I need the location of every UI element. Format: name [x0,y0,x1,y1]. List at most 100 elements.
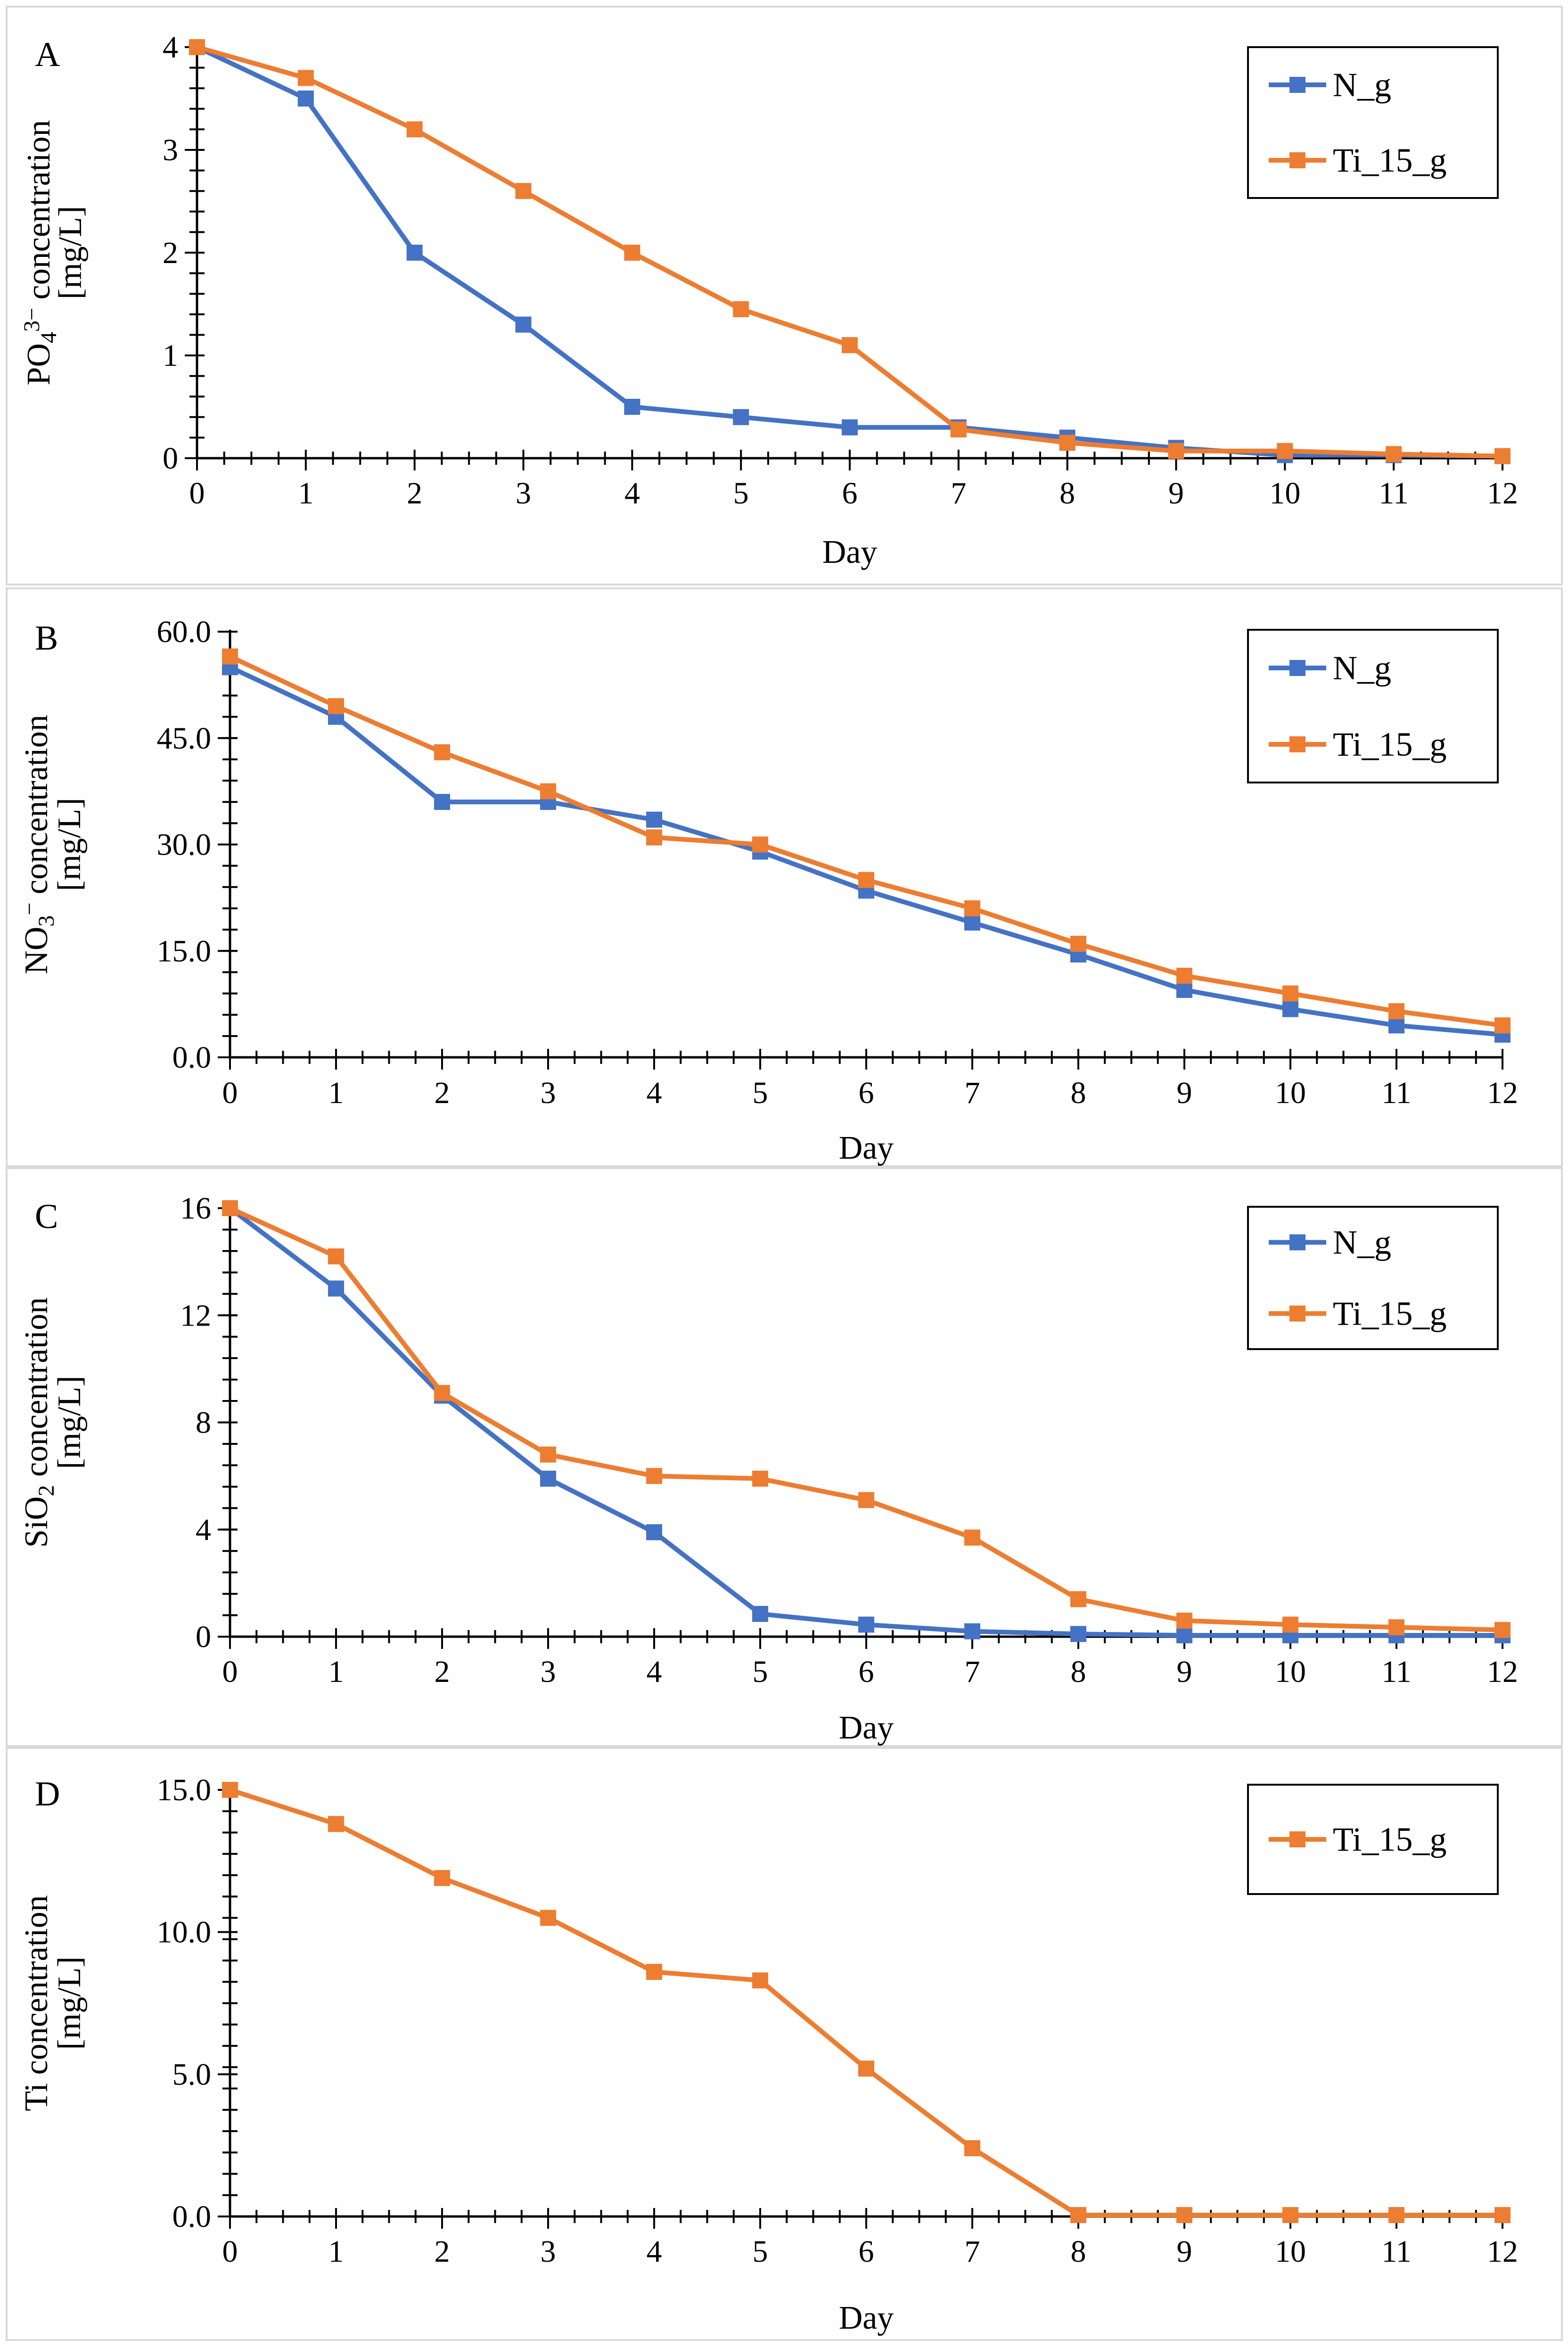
data-point [752,1470,768,1487]
y-tick-label: 0 [163,441,178,476]
data-point [1176,2207,1192,2223]
legend-swatch-marker [1289,1831,1305,1847]
x-tick-label: 1 [328,2234,344,2269]
x-tick-label: 3 [516,476,531,511]
legend-label: Ti_15_g [1333,141,1446,179]
x-tick-label: 12 [1487,1076,1518,1110]
legend-swatch-marker [1289,736,1305,752]
data-point [964,1529,980,1546]
data-point [1494,448,1511,464]
legend-swatch-marker [1289,77,1305,93]
data-point [297,91,314,107]
legend-swatch-marker [1289,1305,1305,1322]
x-tick-label: 5 [753,1655,768,1689]
data-point [1388,2207,1404,2223]
data-point [540,1470,556,1487]
data-point [434,794,450,810]
x-tick-label: 3 [541,2234,556,2269]
x-tick-label: 0 [222,1655,238,1689]
x-tick-label: 12 [1487,2234,1518,2269]
data-point [297,70,314,86]
data-point [733,301,749,317]
x-tick-label: 11 [1381,1655,1412,1689]
data-point [624,245,640,261]
x-axis-title: Day [839,1130,894,1166]
data-point [646,1964,662,1980]
x-tick-label: 2 [435,2234,450,2269]
data-point [646,829,662,846]
data-point [1386,446,1402,462]
y-axis-title: NO3− concentration [17,715,59,974]
y-tick-label: 4 [196,1513,211,1547]
data-point [1168,443,1184,459]
x-tick-label: 5 [753,2234,768,2269]
x-tick-label: 3 [541,1076,556,1110]
data-point [858,1616,874,1633]
y-tick-label: 2 [163,236,178,270]
legend: N_g Ti_15_g [1247,1206,1499,1350]
data-point [1388,1003,1404,1020]
panel-letter: D [35,1775,60,1813]
x-tick-label: 8 [1071,1076,1086,1110]
legend-label: N_g [1333,649,1391,687]
x-tick-label: 7 [965,1076,980,1110]
data-point [1388,1017,1404,1034]
x-tick-label: 0 [222,1076,238,1110]
data-point [328,698,344,715]
x-tick-label: 11 [1381,1076,1412,1110]
data-point [434,1870,450,1887]
x-tick-label: 11 [1379,476,1409,511]
y-axis-unit: [mg/L] [52,206,89,299]
data-point [1494,2207,1511,2223]
y-tick-label: 15.0 [157,934,212,968]
y-tick-label: 0.0 [172,1040,212,1075]
data-point [222,648,238,665]
data-point [1277,443,1293,459]
data-point [1070,2207,1086,2223]
series-n-g [222,659,1511,1043]
x-tick-label: 10 [1275,2234,1306,2269]
data-point [858,872,874,888]
data-point [515,316,532,333]
legend-swatch-marker [1289,152,1305,168]
data-point [189,39,205,55]
panel-letter: C [35,1197,58,1236]
data-point [964,2140,980,2157]
y-tick-label: 12 [180,1298,211,1333]
y-tick-label: 60.0 [157,615,212,649]
x-tick-label: 4 [647,2234,662,2269]
data-point [752,1972,768,1989]
y-tick-label: 16 [180,1191,211,1226]
x-tick-label: 6 [859,1076,874,1110]
data-point [540,783,556,799]
data-point [328,1816,344,1832]
data-point [646,1468,662,1484]
x-tick-label: 4 [624,476,640,511]
data-point [964,900,980,916]
legend: Ti_15_g [1247,1784,1499,1895]
y-axis-title: SiO2 concentration [18,1297,59,1548]
legend-box [1247,629,1499,783]
x-tick-label: 6 [842,476,858,511]
x-tick-label: 0 [222,2234,238,2269]
data-point [950,421,967,437]
y-tick-label: 4 [163,30,178,65]
y-axis-title: Ti concentration [18,1895,55,2111]
data-point [1070,1591,1086,1607]
data-point [540,1910,556,1926]
x-tick-label: 9 [1177,2234,1192,2269]
y-tick-label: 10.0 [157,1915,212,1950]
legend-label: Ti_15_g [1333,725,1446,763]
y-tick-label: 5.0 [172,2057,212,2092]
x-axis-title: Day [839,2300,894,2336]
y-tick-label: 30.0 [157,828,212,862]
x-tick-label: 10 [1275,1655,1306,1689]
data-point [406,245,423,261]
legend-box [1247,46,1499,199]
data-point [1282,1616,1298,1633]
data-point [328,1248,344,1265]
x-tick-label: 7 [965,1655,980,1689]
